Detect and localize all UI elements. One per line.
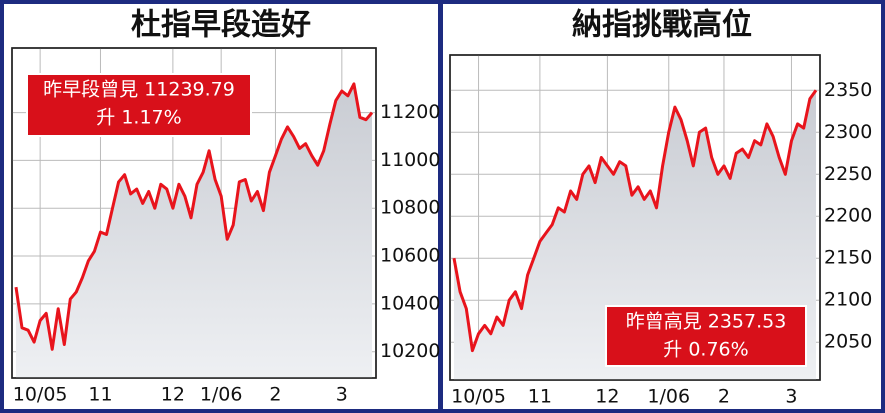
plot-border	[11, 47, 377, 379]
y-tick-label: 10400	[380, 292, 440, 314]
x-tick-label: 12	[161, 384, 185, 406]
line	[14, 82, 374, 351]
annotation: 昨曾高見 2357.53	[626, 311, 787, 333]
y-tick-label: 11000	[380, 149, 440, 171]
annotation: 昨早段曾見 11239.79	[43, 79, 235, 101]
y-tick-label: 10800	[380, 197, 440, 219]
y-tick-label: 2150	[824, 247, 872, 269]
annotation: 升 0.76%	[663, 339, 748, 361]
y-tick-label: 2350	[824, 79, 872, 101]
chart-title: 納指挑戰高位	[572, 8, 752, 43]
y-tick-label: 10200	[380, 340, 440, 362]
annotation: 升 1.17%	[96, 107, 181, 129]
x-tick-label: 2	[269, 384, 281, 406]
x-tick-label: 1/06	[647, 386, 690, 408]
y-tick-label: 11200	[380, 101, 440, 123]
x-tick-label: 2	[718, 386, 730, 408]
y-tick-label: 2100	[824, 289, 872, 311]
plot-border	[449, 54, 821, 381]
y-tick-label: 2300	[824, 121, 872, 143]
x-tick-label: 10/05	[13, 384, 68, 406]
annotation-box	[605, 305, 807, 367]
x-tick-label: 11	[528, 386, 552, 408]
y-tick-label: 2200	[824, 205, 872, 227]
x-tick-label: 10/05	[451, 386, 506, 408]
x-tick-label: 3	[785, 386, 797, 408]
y-tick-label: 2050	[824, 331, 872, 353]
annotation-box	[26, 73, 252, 137]
area	[16, 83, 372, 379]
y-tick-label: 2250	[824, 163, 872, 185]
x-tick-label: 1/06	[200, 384, 243, 406]
line	[452, 89, 818, 353]
chart-title: 杜指早段造好	[131, 8, 311, 43]
x-tick-label: 11	[88, 384, 112, 406]
x-tick-label: 3	[336, 384, 348, 406]
x-tick-label: 12	[595, 386, 619, 408]
y-tick-label: 10600	[380, 245, 440, 267]
